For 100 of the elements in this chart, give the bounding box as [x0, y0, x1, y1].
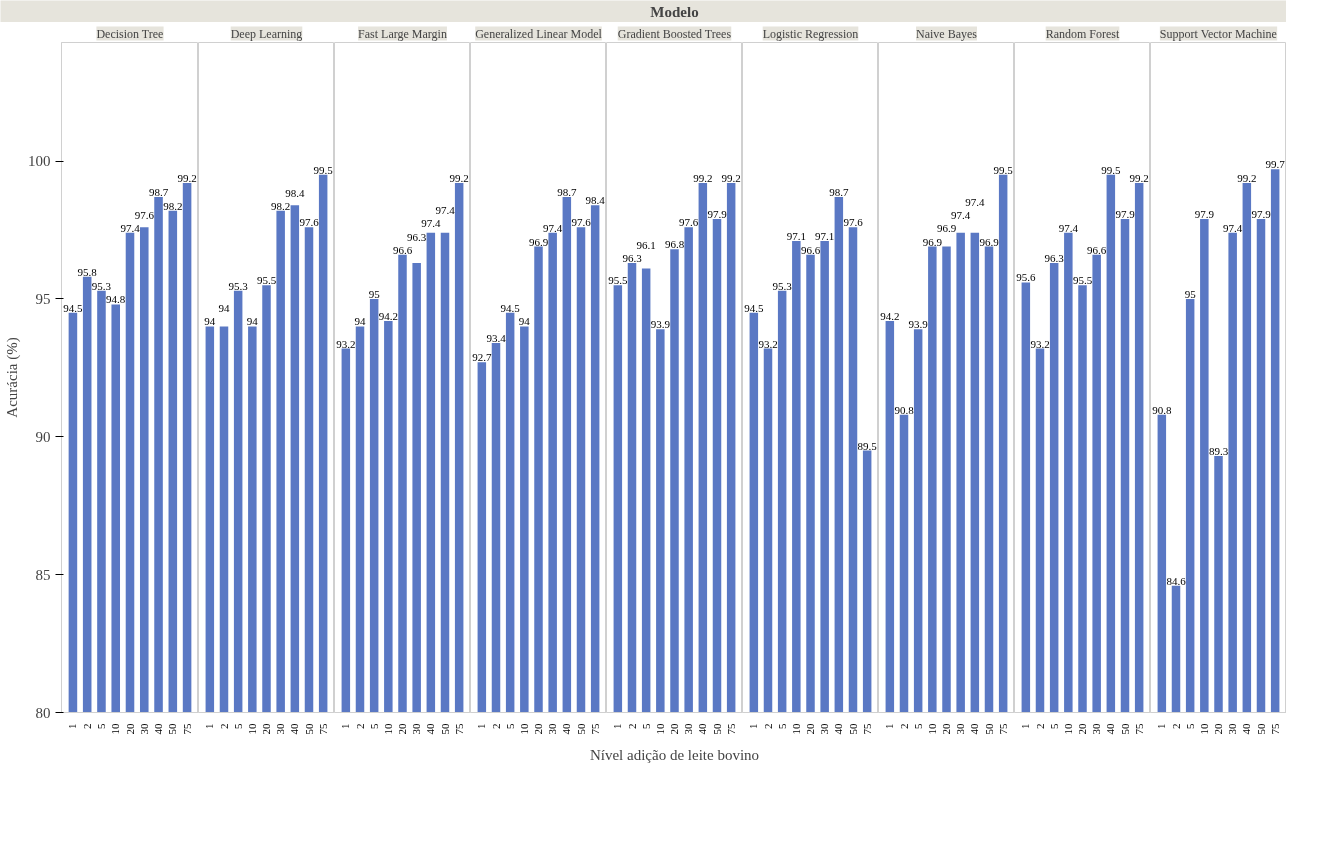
data-label: 93.9 — [650, 318, 671, 331]
x-tick-label: 1 — [203, 723, 216, 729]
x-axis-title: Nível adição de leite bovino — [589, 746, 760, 763]
data-label: 98.7 — [148, 185, 169, 198]
data-label: 94 — [354, 315, 366, 328]
data-label: 95.6 — [1016, 271, 1036, 284]
data-label: 93.2 — [1030, 337, 1050, 350]
x-tick-label: 10 — [245, 723, 258, 735]
data-label: 96.3 — [1044, 252, 1065, 265]
data-label: 97.4 — [120, 221, 141, 234]
x-tick-label: 40 — [696, 723, 709, 735]
data-label: 92.7 — [472, 351, 492, 364]
data-label: 99.2 — [177, 172, 197, 185]
chart-title: Random Forest — [1045, 26, 1120, 41]
x-tick-label: 1 — [339, 723, 352, 729]
chart-title: Logistic Regression — [762, 26, 859, 41]
y-tick-label: 85 — [35, 566, 51, 583]
data-label: 90.8 — [1152, 403, 1172, 416]
data-label: 96.6 — [800, 243, 821, 256]
x-tick-label: 50 — [438, 723, 451, 735]
x-tick-label: 50 — [1254, 723, 1267, 735]
text: Modelo — [650, 3, 699, 20]
data-label: 97.6 — [571, 216, 592, 229]
data-label: 93.9 — [908, 318, 929, 331]
x-tick-label: 50 — [574, 723, 587, 735]
data-label: 97.6 — [134, 208, 155, 221]
x-tick-label: 20 — [940, 723, 952, 735]
data-label: 84.6 — [1166, 574, 1187, 587]
data-label: 97.9 — [1194, 207, 1215, 220]
chart-title: Generalized Linear Model — [475, 26, 603, 41]
x-tick-label: 75 — [996, 723, 1009, 735]
data-label: 98.2 — [163, 199, 183, 212]
x-tick-label: 40 — [832, 723, 845, 735]
data-label: 96.9 — [979, 235, 1000, 248]
data-label: 94.8 — [106, 293, 126, 306]
x-tick-label: 20 — [396, 723, 408, 735]
y-tick-label: 95 — [35, 290, 51, 307]
x-tick-label: 75 — [316, 723, 329, 735]
data-label: 96.3 — [622, 252, 643, 265]
x-tick-label: 5 — [1183, 723, 1196, 729]
x-tick-label: 20 — [1212, 723, 1224, 735]
chart-title: Support Vector Machine — [1159, 26, 1277, 41]
x-tick-label: 40 — [424, 723, 437, 735]
x-tick-label: 10 — [109, 723, 122, 735]
data-label: 94.5 — [500, 301, 521, 314]
x-tick-label: 1 — [1019, 723, 1032, 729]
x-tick-label: 40 — [968, 723, 981, 735]
data-label: 97.6 — [679, 216, 699, 229]
x-tick-label: 1 — [747, 723, 760, 729]
x-tick-label: 50 — [166, 723, 179, 735]
data-label: 93.4 — [486, 332, 507, 345]
x-tick-label: 5 — [231, 723, 244, 729]
data-label: 97.4 — [1058, 221, 1079, 234]
data-label: 97.9 — [1115, 207, 1136, 220]
data-label: 98.7 — [829, 185, 849, 198]
x-tick-label: 50 — [710, 723, 723, 735]
x-tick-label: 5 — [503, 723, 516, 729]
x-tick-label: 2 — [897, 723, 910, 729]
x-tick-label: 30 — [818, 723, 831, 735]
x-tick-label: 20 — [1076, 723, 1088, 735]
data-label: 96.8 — [664, 238, 685, 251]
data-label: 94.2 — [378, 309, 398, 322]
data-label: 96.9 — [528, 235, 549, 248]
chart-title: Decision Tree — [96, 26, 164, 41]
data-label: 95.3 — [228, 279, 249, 292]
data-label: 96.6 — [392, 243, 413, 256]
data-label: 89.3 — [1208, 445, 1229, 458]
data-label: 97.6 — [843, 216, 864, 229]
x-tick-label: 5 — [1047, 723, 1060, 729]
x-tick-label: 5 — [911, 723, 924, 729]
x-tick-label: 75 — [724, 723, 737, 735]
data-label: 94.2 — [880, 309, 900, 322]
data-label: 95.3 — [772, 279, 793, 292]
y-tick-label: 80 — [35, 704, 51, 721]
data-label: 96.9 — [922, 235, 943, 248]
data-label: 95 — [1184, 287, 1197, 300]
x-tick-label: 2 — [80, 723, 93, 729]
x-tick-label: 1 — [883, 723, 896, 729]
data-label: 94 — [218, 302, 230, 315]
y-tick-label: 100 — [28, 153, 51, 170]
x-tick-label: 2 — [217, 723, 230, 729]
data-label: 97.6 — [299, 216, 320, 229]
x-tick-label: 10 — [789, 723, 802, 735]
x-tick-label: 1 — [1155, 723, 1168, 729]
x-tick-label: 75 — [588, 723, 601, 735]
x-tick-label: 2 — [353, 723, 366, 729]
x-tick-label: 75 — [1268, 723, 1281, 735]
data-label: 99.5 — [313, 163, 334, 176]
data-label: 95.5 — [1072, 274, 1093, 287]
x-tick-label: 30 — [274, 723, 287, 735]
data-label: 93.2 — [336, 337, 356, 350]
x-tick-label: 1 — [611, 723, 624, 729]
data-label: 99.2 — [1237, 172, 1257, 185]
data-label: 97.1 — [815, 230, 835, 243]
x-tick-label: 1 — [475, 723, 488, 729]
x-tick-label: 20 — [260, 723, 272, 735]
y-tick-label: 90 — [35, 428, 51, 445]
data-label: 97.4 — [543, 221, 563, 234]
data-label: 94 — [204, 315, 216, 328]
data-label: 99.7 — [1265, 158, 1286, 171]
